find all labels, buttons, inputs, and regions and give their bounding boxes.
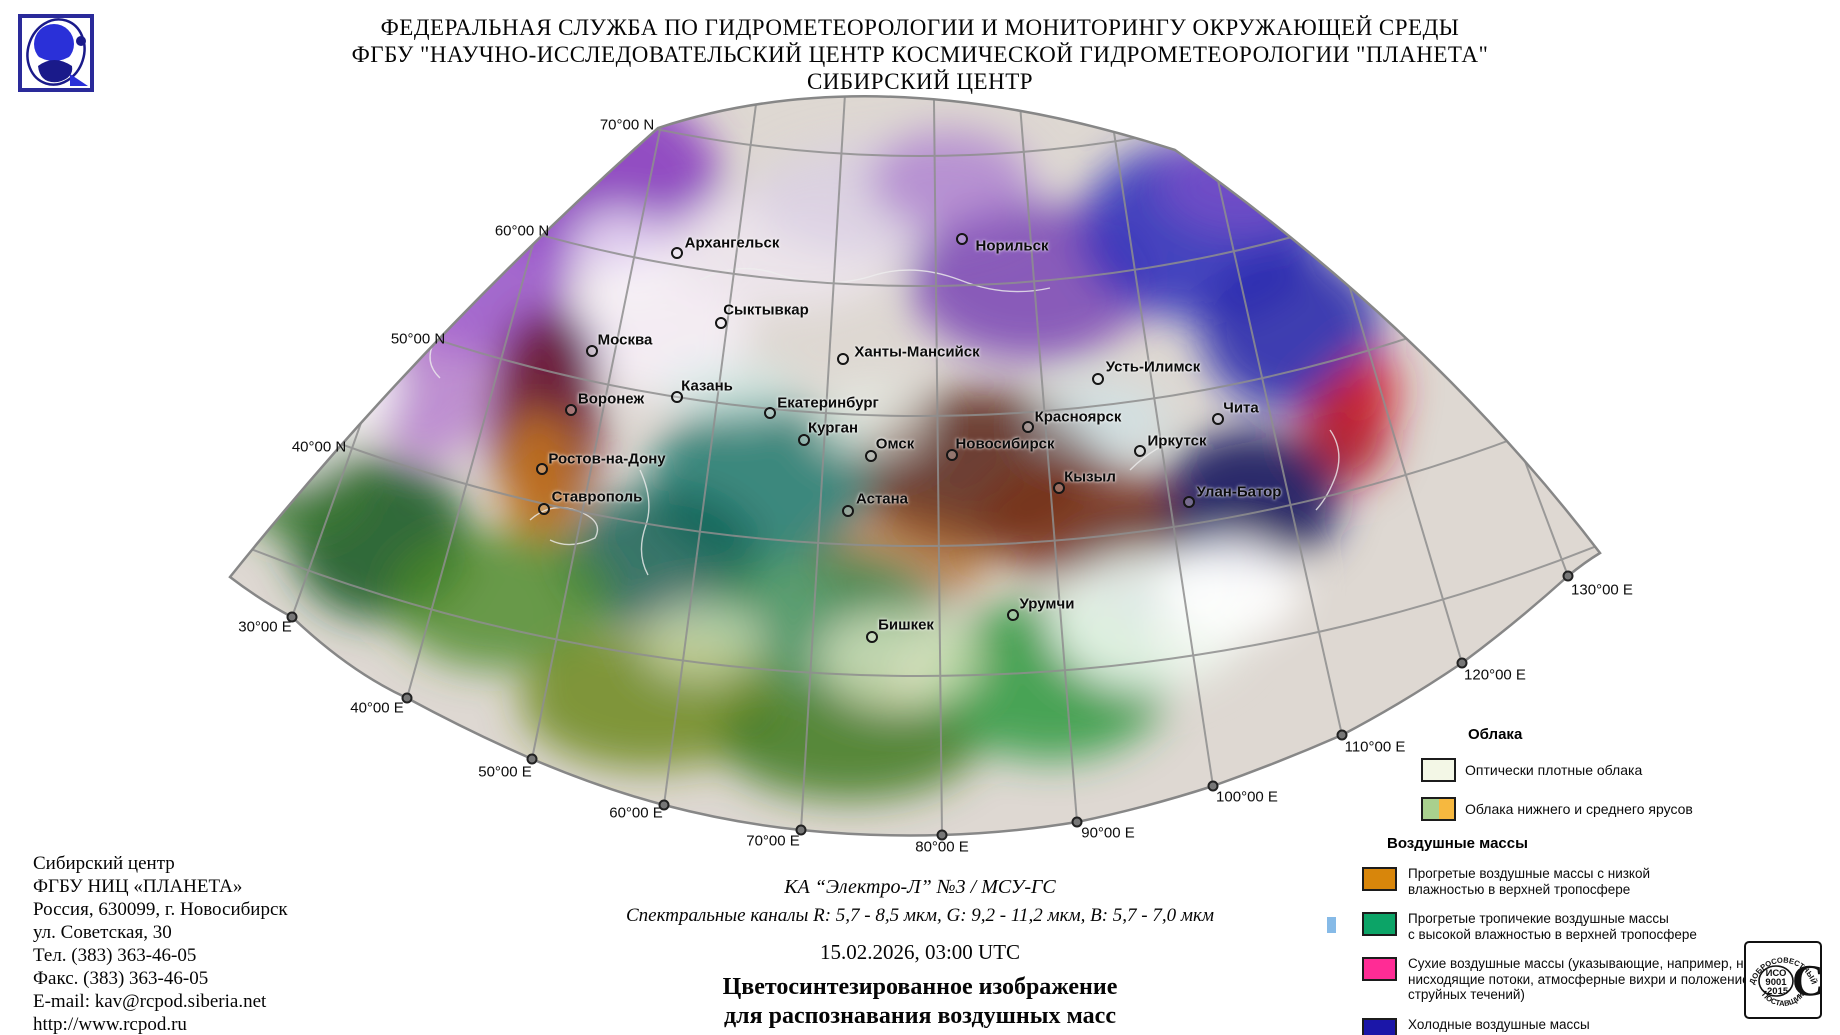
air-masses-legend-title: Воздушные массы xyxy=(1387,835,1528,852)
contact-line: http://www.rcpod.ru xyxy=(33,1014,187,1035)
legend-swatch xyxy=(1362,1017,1397,1035)
legend-item-label: Прогретые тропичекие воздушные массы с вы… xyxy=(1408,911,1697,942)
product-title-line-1: Цветосинтезированное изображение xyxy=(722,974,1118,1000)
air-masses-legend-items: Прогретые воздушные массы с низкой влажно… xyxy=(1362,866,1782,1035)
spectral-channels: Спектральные каналы R: 5,7 - 8,5 мкм, G:… xyxy=(625,905,1215,926)
iso-9001-badge: ДОБРОСОВЕСТНЫЙ ПОСТАВЩИК С ИСО 9001 -201… xyxy=(1744,941,1824,1019)
clouds-legend: Облака Оптически плотные облака Облака ни… xyxy=(1421,726,1821,821)
iso-badge-stamp: ДОБРОСОВЕСТНЫЙ ПОСТАВЩИК С ИСО 9001 -201… xyxy=(1747,956,1823,1008)
header-line-2: ФГБУ "НАУЧНО-ИССЛЕДОВАТЕЛЬСКИЙ ЦЕНТР КОС… xyxy=(351,42,1489,67)
clouds-legend-items: Оптически плотные облака Облака нижнего и… xyxy=(1421,758,1821,821)
legend-swatch xyxy=(1421,797,1456,821)
legend-item-label: Прогретые воздушные массы с низкой влажно… xyxy=(1408,866,1651,897)
contact-line: ФГБУ НИЦ «ПЛАНЕТА» xyxy=(33,876,243,897)
legend-swatch xyxy=(1362,867,1397,891)
map-boundary xyxy=(228,95,1602,837)
legend-swatch xyxy=(1362,912,1397,936)
contact-line: Россия, 630099, г. Новосибирск xyxy=(33,899,288,920)
legend-item-label: Оптически плотные облака xyxy=(1465,762,1643,778)
legend-item-label: Холодные воздушные массы xyxy=(1408,1016,1590,1032)
header-line-1: ФЕДЕРАЛЬНАЯ СЛУЖБА ПО ГИДРОМЕТЕОРОЛОГИИ … xyxy=(380,15,1460,40)
air-mass-legend-item: Сухие воздушные массы (указывающие, напр… xyxy=(1362,956,1782,1003)
clouds-legend-item: Облака нижнего и среднего ярусов xyxy=(1421,797,1821,821)
legend-item-label: Сухие воздушные массы (указывающие, напр… xyxy=(1408,956,1752,1002)
air-mass-legend-item: Прогретые тропичекие воздушные массы с вы… xyxy=(1362,911,1782,942)
legend-swatch xyxy=(1362,957,1397,981)
contact-line: Факс. (383) 363-46-05 xyxy=(33,968,209,989)
iso-letter-c: С xyxy=(1792,956,1820,1005)
legend-swatch xyxy=(1421,758,1456,782)
legend-item-label: Облака нижнего и среднего ярусов xyxy=(1465,801,1693,817)
contact-line: ул. Советская, 30 xyxy=(33,922,172,943)
header: ФЕДЕРАЛЬНАЯ СЛУЖБА ПО ГИДРОМЕТЕОРОЛОГИИ … xyxy=(0,14,1840,95)
satellite-name: КА “Электро-Л” №3 / МСУ-ГС xyxy=(784,876,1056,898)
caption-block: КА “Электро-Л” №3 / МСУ-ГС Спектральные … xyxy=(0,876,1840,1030)
timestamp: 15.02.2026, 03:00 UTC xyxy=(819,940,1021,964)
blue-artifact xyxy=(1327,917,1336,933)
iso-center-line-1: ИСО xyxy=(1766,968,1787,979)
air-mass-legend-item: Холодные воздушные массы xyxy=(1362,1017,1782,1035)
iso-center-line-3: -2015 xyxy=(1764,986,1789,997)
air-masses-legend: Воздушные массы Прогретые воздушные масс… xyxy=(1362,835,1782,1035)
contact-line: Тел. (383) 363-46-05 xyxy=(33,945,197,966)
product-title-line-2: для распознавания воздушных масс xyxy=(724,1003,1116,1029)
contact-block: Сибирский центр ФГБУ НИЦ «ПЛАНЕТА» Россия,… xyxy=(33,852,288,1035)
coastlines xyxy=(419,267,1340,576)
contact-line: E-mail: kav@rcpod.siberia.net xyxy=(33,991,267,1012)
clouds-legend-item: Оптически плотные облака xyxy=(1421,758,1821,782)
contact-line: Сибирский центр xyxy=(33,853,175,874)
iso-center-line-2: 9001 xyxy=(1765,977,1787,988)
air-mass-legend-item: Прогретые воздушные массы с низкой влажно… xyxy=(1362,866,1782,897)
clouds-legend-title: Облака xyxy=(1468,726,1523,743)
header-line-3: СИБИРСКИЙ ЦЕНТР xyxy=(806,69,1034,94)
planeta-logo xyxy=(18,14,94,92)
